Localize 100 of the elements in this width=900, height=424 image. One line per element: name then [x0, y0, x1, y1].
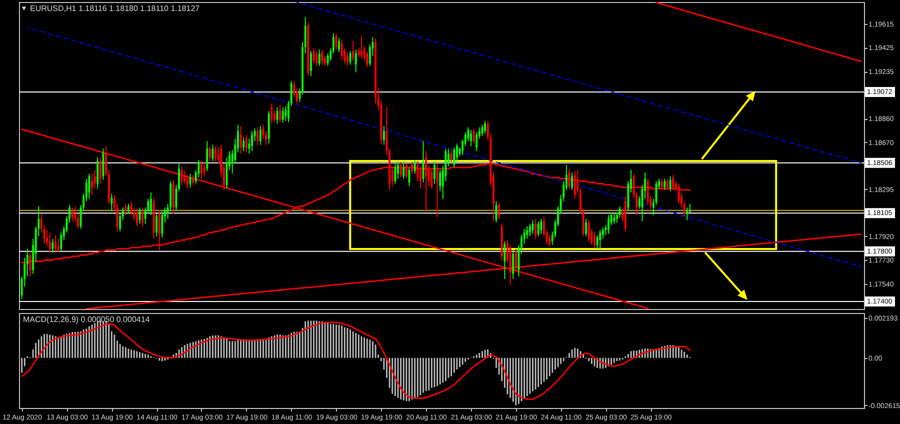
candlestick — [346, 52, 348, 66]
candlestick — [273, 110, 276, 123]
candlestick — [338, 38, 340, 53]
candlestick — [476, 132, 478, 152]
candlestick — [212, 144, 214, 162]
candlestick — [256, 126, 259, 146]
candlestick — [434, 160, 436, 184]
candlestick — [284, 106, 287, 122]
candlestick — [666, 178, 668, 190]
candlestick — [279, 104, 282, 123]
candlestick — [450, 149, 452, 163]
candlestick — [99, 156, 102, 184]
candlestick — [251, 130, 253, 152]
candlestick — [48, 232, 51, 254]
candlestick — [504, 240, 506, 280]
candlestick — [574, 170, 576, 200]
candlestick — [259, 126, 262, 146]
candlestick — [352, 40, 354, 62]
candlestick — [528, 223, 531, 237]
candlestick — [186, 174, 188, 190]
candlestick — [138, 207, 141, 224]
candlestick — [439, 169, 442, 192]
candlestick — [402, 160, 405, 180]
candlestick — [571, 172, 574, 190]
candlestick — [208, 146, 211, 162]
chart-title: EURUSD,H1 1.18116 1.18180 1.18110 1.18127 — [30, 4, 200, 13]
candlestick — [54, 234, 56, 252]
candlestick — [585, 218, 588, 237]
candlestick — [467, 126, 470, 142]
candlestick — [102, 148, 104, 180]
candlestick — [512, 250, 514, 280]
candlestick — [354, 49, 357, 73]
candlestick — [158, 210, 160, 251]
candlestick — [57, 238, 60, 254]
candlestick — [318, 49, 320, 66]
candlestick — [142, 207, 144, 227]
line-series — [296, 2, 862, 164]
line-series — [656, 2, 862, 62]
candlestick — [270, 103, 273, 124]
candlestick — [608, 214, 610, 234]
candlestick — [96, 156, 99, 190]
candlestick — [408, 166, 410, 187]
candlestick — [240, 126, 242, 154]
chart-title: MACD(12,26,9) 0.000050 0.000414 — [23, 315, 150, 324]
candlestick — [453, 146, 456, 168]
candlestick — [360, 35, 362, 59]
candlestick — [672, 174, 674, 190]
candlestick — [470, 129, 472, 147]
candlestick — [664, 178, 666, 190]
candlestick — [686, 207, 688, 221]
candlestick — [310, 50, 312, 76]
candlestick — [316, 50, 318, 66]
candlestick — [203, 162, 206, 177]
candlestick — [613, 213, 616, 224]
candlestick — [430, 169, 433, 190]
candlestick — [88, 173, 90, 200]
candlestick — [498, 202, 500, 220]
candlestick — [52, 238, 54, 254]
candlestick — [206, 140, 208, 172]
candlestick — [71, 207, 74, 222]
candlestick — [540, 218, 542, 234]
candlestick — [172, 179, 174, 214]
candlestick — [472, 128, 475, 144]
candlestick — [136, 208, 138, 227]
candlestick — [326, 52, 329, 66]
candlestick — [321, 49, 324, 66]
candlestick — [669, 176, 672, 192]
candlestick — [646, 178, 649, 206]
candlestick — [192, 174, 194, 186]
candlestick — [382, 126, 385, 146]
candlestick — [340, 39, 343, 60]
candlestick — [394, 163, 396, 184]
candlestick — [161, 210, 164, 238]
candlestick — [214, 146, 216, 162]
candlestick — [276, 106, 278, 124]
candlestick — [514, 248, 517, 271]
candlestick — [678, 183, 680, 204]
candlestick — [124, 203, 127, 216]
candlestick — [245, 134, 248, 153]
candlestick — [200, 160, 202, 180]
candlestick — [180, 166, 183, 186]
candlestick — [414, 159, 416, 174]
candlestick — [534, 218, 537, 240]
candlestick — [599, 230, 602, 250]
candlestick — [335, 32, 338, 50]
candlestick — [537, 220, 540, 237]
candlestick — [91, 173, 93, 196]
candlestick — [660, 178, 663, 190]
candlestick — [156, 213, 158, 237]
candlestick — [128, 203, 130, 214]
candlestick — [150, 192, 152, 216]
line-series — [26, 26, 862, 268]
candlestick — [588, 220, 590, 242]
candlestick — [397, 160, 399, 180]
candlestick — [130, 200, 132, 216]
candlestick — [312, 48, 315, 64]
candlestick — [594, 232, 596, 248]
candlestick — [110, 193, 113, 212]
candlestick — [282, 106, 284, 123]
candlestick — [484, 120, 486, 134]
